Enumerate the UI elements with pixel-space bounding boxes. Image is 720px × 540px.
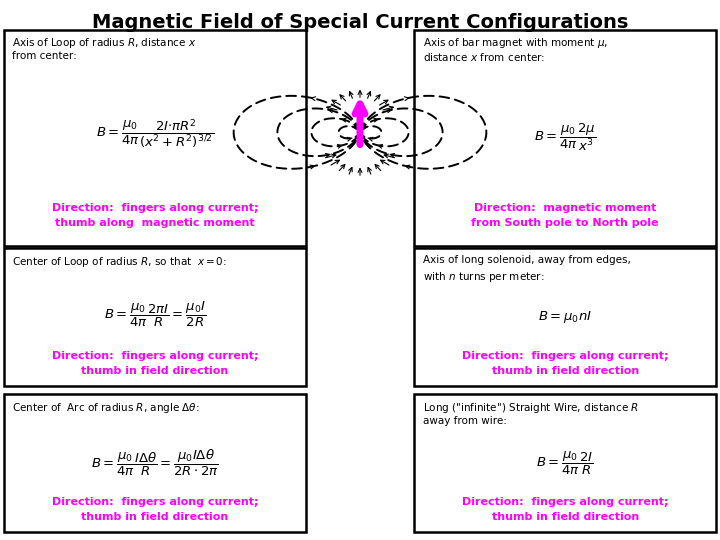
Text: away from wire:: away from wire:: [423, 416, 506, 426]
FancyBboxPatch shape: [414, 30, 716, 246]
Text: $B=\dfrac{\mu_0}{4\pi}\dfrac{2\pi I}{R}=\dfrac{\mu_0 I}{2R}$: $B=\dfrac{\mu_0}{4\pi}\dfrac{2\pi I}{R}=…: [104, 300, 206, 329]
Text: thumb in field direction: thumb in field direction: [81, 512, 228, 522]
Text: Direction:  fingers along current;: Direction: fingers along current;: [462, 497, 668, 507]
Text: Direction:  fingers along current;: Direction: fingers along current;: [52, 203, 258, 213]
Text: from center:: from center:: [12, 51, 77, 62]
Text: Direction:  fingers along current;: Direction: fingers along current;: [52, 352, 258, 361]
Text: thumb in field direction: thumb in field direction: [492, 512, 639, 522]
Text: thumb in field direction: thumb in field direction: [81, 367, 228, 376]
FancyBboxPatch shape: [4, 30, 306, 246]
Text: with $n$ turns per meter:: with $n$ turns per meter:: [423, 270, 544, 284]
Text: Center of Loop of radius $R$, so that  $x = 0$:: Center of Loop of radius $R$, so that $x…: [12, 255, 227, 269]
Text: Long ("infinite") Straight Wire, distance $R$: Long ("infinite") Straight Wire, distanc…: [423, 401, 639, 415]
FancyBboxPatch shape: [414, 248, 716, 386]
Text: thumb in field direction: thumb in field direction: [492, 367, 639, 376]
FancyBboxPatch shape: [4, 248, 306, 386]
Text: Center of  Arc of radius $R$, angle $\Delta\theta$:: Center of Arc of radius $R$, angle $\Del…: [12, 401, 199, 415]
Text: $B=\dfrac{\mu_0}{4\pi}\dfrac{2\mu}{x^3}$: $B=\dfrac{\mu_0}{4\pi}\dfrac{2\mu}{x^3}$: [534, 122, 596, 153]
Text: distance $x$ from center:: distance $x$ from center:: [423, 51, 545, 63]
Text: from South pole to North pole: from South pole to North pole: [472, 218, 659, 228]
Text: thumb along  magnetic moment: thumb along magnetic moment: [55, 218, 255, 228]
Text: Magnetic Field of Special Current Configurations: Magnetic Field of Special Current Config…: [92, 14, 628, 32]
Text: $B=\dfrac{\mu_0}{4\pi}\dfrac{2I}{R}$: $B=\dfrac{\mu_0}{4\pi}\dfrac{2I}{R}$: [536, 449, 594, 477]
Text: Direction:  fingers along current;: Direction: fingers along current;: [52, 497, 258, 507]
Text: Direction:  magnetic moment: Direction: magnetic moment: [474, 203, 657, 213]
FancyBboxPatch shape: [414, 394, 716, 532]
Text: Axis of Loop of radius $R$, distance $x$: Axis of Loop of radius $R$, distance $x$: [12, 36, 197, 50]
Text: $B=\dfrac{\mu_0}{4\pi}\dfrac{I\Delta\theta}{R}=\dfrac{\mu_0 I\Delta\theta}{2R\cd: $B=\dfrac{\mu_0}{4\pi}\dfrac{I\Delta\the…: [91, 448, 219, 478]
Text: Axis of bar magnet with moment $\mu$,: Axis of bar magnet with moment $\mu$,: [423, 36, 608, 50]
Text: Direction:  fingers along current;: Direction: fingers along current;: [462, 352, 668, 361]
Text: $B=\dfrac{\mu_0}{4\pi}\dfrac{2I{\cdot}\pi R^2}{(x^2+R^2)^{3/2}}$: $B=\dfrac{\mu_0}{4\pi}\dfrac{2I{\cdot}\p…: [96, 117, 214, 150]
FancyBboxPatch shape: [4, 394, 306, 532]
Text: Axis of long solenoid, away from edges,: Axis of long solenoid, away from edges,: [423, 255, 631, 265]
Text: $B=\mu_0 nI$: $B=\mu_0 nI$: [539, 309, 592, 325]
